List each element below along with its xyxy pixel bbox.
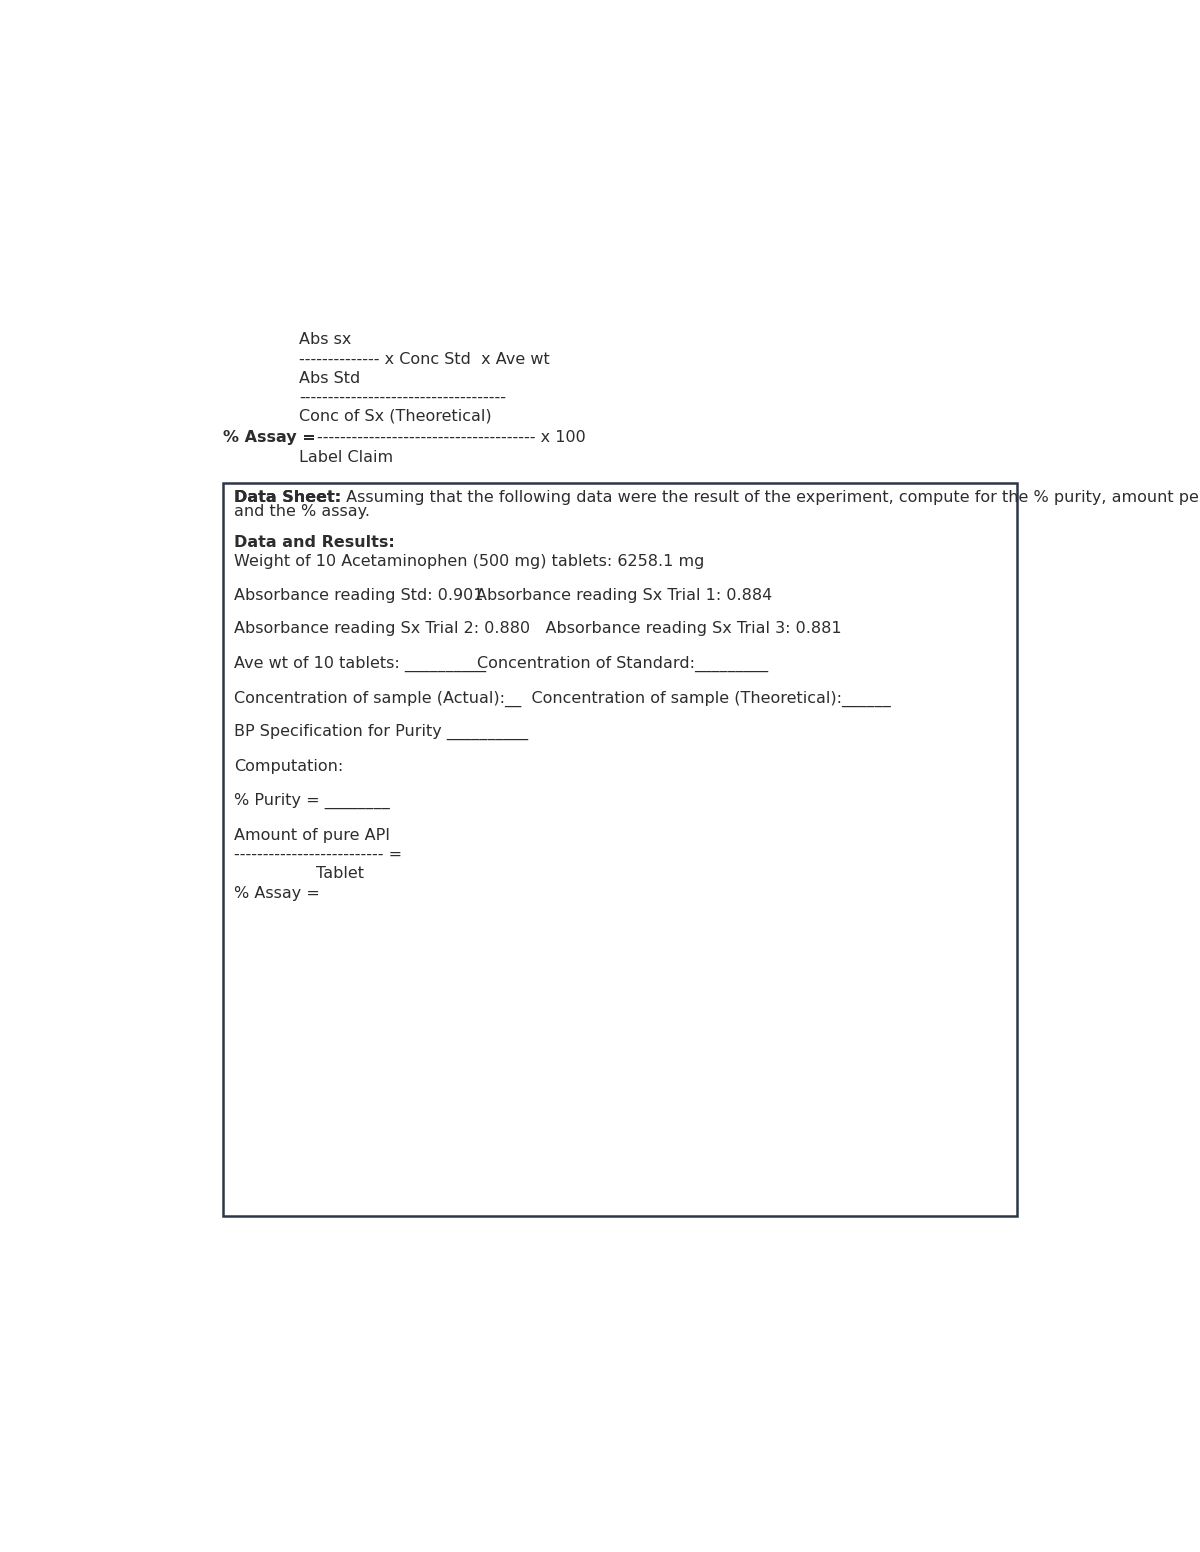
Text: Abs Std: Abs Std (299, 371, 360, 386)
Text: Abs sx: Abs sx (299, 332, 352, 348)
Text: Absorbance reading Sx Trial 2: 0.880   Absorbance reading Sx Trial 3: 0.881: Absorbance reading Sx Trial 2: 0.880 Abs… (234, 621, 841, 636)
Text: Conc of Sx (Theoretical): Conc of Sx (Theoretical) (299, 408, 492, 424)
Text: -------------------------------------- x 100: -------------------------------------- x… (317, 430, 586, 445)
Text: Absorbance reading Std: 0.901: Absorbance reading Std: 0.901 (234, 588, 484, 602)
Text: Data Sheet:: Data Sheet: (234, 490, 341, 504)
Text: -------------------------- =: -------------------------- = (234, 847, 402, 861)
Text: and the % assay.: and the % assay. (234, 504, 370, 518)
Text: % Assay =: % Assay = (234, 886, 319, 902)
Text: % Purity = ________: % Purity = ________ (234, 793, 390, 810)
Text: Label Claim: Label Claim (299, 450, 392, 466)
Text: Weight of 10 Acetaminophen (500 mg) tablets: 6258.1 mg: Weight of 10 Acetaminophen (500 mg) tabl… (234, 554, 704, 570)
Text: -------------- x Conc Std  x Ave wt: -------------- x Conc Std x Ave wt (299, 352, 550, 368)
Text: Assuming that the following data were the result of the experiment, compute for : Assuming that the following data were th… (341, 490, 1200, 504)
Text: Data Sheet:: Data Sheet: (234, 490, 341, 504)
Text: Data and Results:: Data and Results: (234, 535, 395, 549)
Text: Absorbance reading Sx Trial 1: 0.884: Absorbance reading Sx Trial 1: 0.884 (475, 588, 772, 602)
Text: ------------------------------------: ------------------------------------ (299, 390, 506, 405)
Text: Concentration of Standard:_________: Concentration of Standard:_________ (478, 656, 768, 672)
Text: Amount of pure API: Amount of pure API (234, 827, 390, 843)
Text: % Assay =: % Assay = (222, 430, 316, 445)
Text: Computation:: Computation: (234, 759, 343, 773)
Text: Concentration of sample (Actual):__  Concentration of sample (Theoretical):_____: Concentration of sample (Actual):__ Conc… (234, 691, 890, 706)
Text: Ave wt of 10 tablets: __________: Ave wt of 10 tablets: __________ (234, 656, 486, 672)
Text: BP Specification for Purity __________: BP Specification for Purity __________ (234, 723, 528, 740)
Text: Tablet: Tablet (316, 866, 364, 882)
